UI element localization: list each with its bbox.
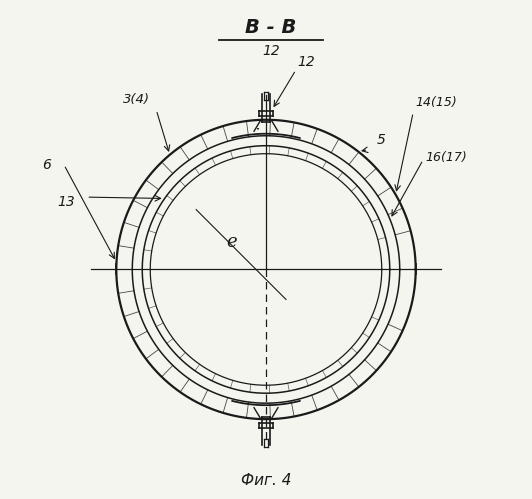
Text: 5: 5 [376, 133, 385, 147]
Text: 6: 6 [42, 158, 51, 172]
Text: Фиг. 4: Фиг. 4 [241, 473, 291, 488]
Text: В - В: В - В [245, 18, 297, 37]
Text: 3(4): 3(4) [123, 93, 150, 106]
Text: e: e [226, 233, 236, 251]
Text: 12: 12 [297, 55, 315, 69]
Text: 12: 12 [262, 44, 280, 58]
Text: 13: 13 [57, 195, 75, 209]
Text: 16(17): 16(17) [426, 151, 468, 164]
Text: 14(15): 14(15) [415, 96, 458, 109]
